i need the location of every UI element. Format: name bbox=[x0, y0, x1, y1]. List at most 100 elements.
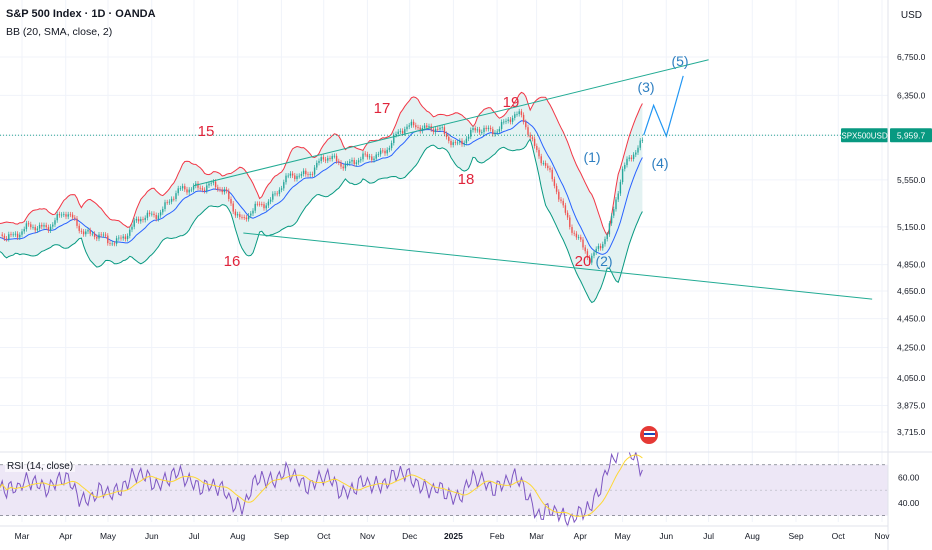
candle-body bbox=[82, 231, 85, 235]
candle-body bbox=[408, 125, 410, 127]
candle-body bbox=[355, 162, 358, 164]
candle-body bbox=[267, 201, 270, 206]
candle-body bbox=[498, 128, 501, 132]
candle-body bbox=[494, 132, 496, 135]
candle-body bbox=[439, 127, 441, 130]
candle-body bbox=[342, 166, 344, 169]
price-tick-label: 3,875.0 bbox=[897, 401, 926, 411]
candle-body bbox=[456, 142, 459, 144]
candle-body bbox=[109, 243, 111, 244]
candle-body bbox=[56, 214, 58, 221]
candle-body bbox=[346, 163, 349, 165]
time-tick-label: Apr bbox=[574, 531, 587, 541]
candle-body bbox=[335, 155, 338, 162]
candle-body bbox=[604, 238, 606, 245]
candle-body bbox=[558, 191, 560, 200]
candle-body bbox=[562, 200, 564, 206]
candle-body bbox=[577, 237, 580, 238]
candle-body bbox=[129, 229, 131, 236]
candle-body bbox=[448, 136, 450, 141]
candle-body bbox=[21, 231, 23, 235]
candle-body bbox=[14, 233, 17, 235]
candle-body bbox=[269, 199, 272, 202]
candle-body bbox=[641, 139, 644, 141]
candle-body bbox=[584, 247, 586, 252]
candle-body bbox=[522, 114, 525, 123]
candle-body bbox=[406, 126, 408, 130]
candle-body bbox=[34, 226, 36, 231]
currency-label[interactable]: USD bbox=[900, 10, 922, 21]
candle-body bbox=[586, 251, 589, 258]
price-tick-label: 4,650.0 bbox=[897, 286, 926, 296]
candle-body bbox=[362, 153, 364, 160]
candle-body bbox=[551, 169, 553, 180]
candle-body bbox=[41, 224, 43, 227]
candle-body bbox=[177, 188, 179, 194]
candle-body bbox=[283, 182, 285, 189]
candle-body bbox=[630, 157, 633, 159]
candle-body bbox=[379, 150, 382, 155]
candle-body bbox=[599, 245, 602, 249]
candle-body bbox=[137, 219, 140, 222]
candle-body bbox=[434, 128, 437, 133]
candle-body bbox=[322, 157, 325, 160]
candle-body bbox=[243, 217, 245, 218]
wave-labels: 15 16 17 18 19 20 (1) (2) (3) (4) (5) bbox=[198, 53, 689, 270]
candle-body bbox=[373, 158, 375, 161]
time-tick-label: Jun bbox=[659, 531, 673, 541]
candle-body bbox=[505, 120, 507, 122]
bb-lower-line bbox=[0, 137, 643, 304]
candle-body bbox=[280, 188, 283, 190]
candle-body bbox=[353, 160, 355, 164]
candle-body bbox=[549, 168, 551, 170]
candle-body bbox=[98, 234, 100, 239]
time-tick-label: Feb bbox=[490, 531, 505, 541]
candle-body bbox=[476, 129, 479, 131]
channel-lines bbox=[0, 59, 888, 300]
candle-body bbox=[63, 214, 65, 216]
candle-body bbox=[588, 257, 591, 263]
candle-body bbox=[247, 215, 250, 220]
price-candles bbox=[1, 108, 644, 266]
candle-body bbox=[360, 159, 362, 161]
candle-body bbox=[489, 127, 492, 130]
candle-body bbox=[423, 125, 426, 128]
rsi-legend: RSI (14, close) bbox=[5, 461, 76, 472]
candle-body bbox=[285, 175, 287, 183]
candle-body bbox=[102, 234, 105, 236]
rsi-tick-label: 60.00 bbox=[898, 472, 920, 482]
wave-label-15: 15 bbox=[198, 123, 215, 140]
time-tick-label: Jul bbox=[189, 531, 200, 541]
time-tick-label: Aug bbox=[230, 531, 245, 541]
candle-body bbox=[511, 117, 514, 122]
candle-body bbox=[159, 212, 162, 216]
candle-body bbox=[289, 173, 292, 176]
candle-body bbox=[538, 149, 540, 157]
time-tick-label: Aug bbox=[745, 531, 760, 541]
candle-body bbox=[175, 193, 177, 200]
candle-body bbox=[507, 119, 509, 121]
candle-body bbox=[386, 149, 388, 154]
candle-body bbox=[465, 138, 468, 143]
candle-body bbox=[364, 153, 366, 155]
candle-body bbox=[124, 236, 127, 240]
candle-body bbox=[104, 234, 107, 236]
candle-body bbox=[529, 134, 531, 138]
candle-body bbox=[58, 214, 61, 216]
candle-body bbox=[610, 215, 613, 224]
candle-body bbox=[621, 168, 624, 183]
chart-title: S&P 500 Index · 1D · OANDA bbox=[6, 8, 156, 20]
candle-body bbox=[459, 140, 461, 143]
candle-body bbox=[595, 248, 597, 253]
candle-body bbox=[617, 193, 619, 200]
candle-body bbox=[397, 131, 399, 135]
candle-body bbox=[179, 188, 182, 190]
us-flag-event-icon[interactable] bbox=[640, 426, 658, 444]
rsi-ma-line bbox=[0, 454, 643, 517]
price-tick-label: 4,450.0 bbox=[897, 314, 926, 324]
candle-body bbox=[472, 128, 474, 130]
candle-body bbox=[582, 239, 584, 248]
bb-fill bbox=[0, 92, 643, 303]
candle-body bbox=[395, 134, 397, 136]
